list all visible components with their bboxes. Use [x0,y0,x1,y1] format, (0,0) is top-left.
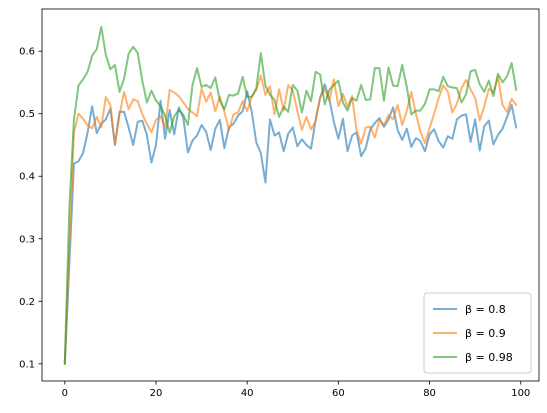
x-tick-label: 20 [150,388,163,399]
y-axis: 0.1 0.2 0.3 0.4 0.5 0.6 [19,47,42,370]
y-tick-label: 0.1 [19,359,35,370]
y-tick-label: 0.6 [19,47,35,58]
x-tick-label: 40 [241,388,254,399]
x-tick-label: 80 [423,388,436,399]
y-tick-label: 0.5 [19,109,35,120]
x-tick-label: 100 [511,388,530,399]
y-tick-label: 0.3 [19,234,35,245]
x-tick-label: 0 [62,388,68,399]
y-tick-label: 0.2 [19,297,35,308]
plot-frame [41,8,540,382]
x-axis: 0 20 40 60 80 100 [62,381,530,399]
x-tick-label: 60 [332,388,345,399]
legend-label-3: β = 0.98 [465,351,513,364]
series-line-1 [63,83,518,365]
legend-label-2: β = 0.9 [465,327,506,340]
series-line-3 [63,25,518,365]
legend-box [423,292,532,374]
series-line-2 [63,74,518,365]
series-layer [63,25,518,365]
y-tick-label: 0.4 [19,172,35,183]
legend-label-1: β = 0.8 [465,303,506,316]
legend: β = 0.8 β = 0.9 β = 0.98 [423,292,532,374]
